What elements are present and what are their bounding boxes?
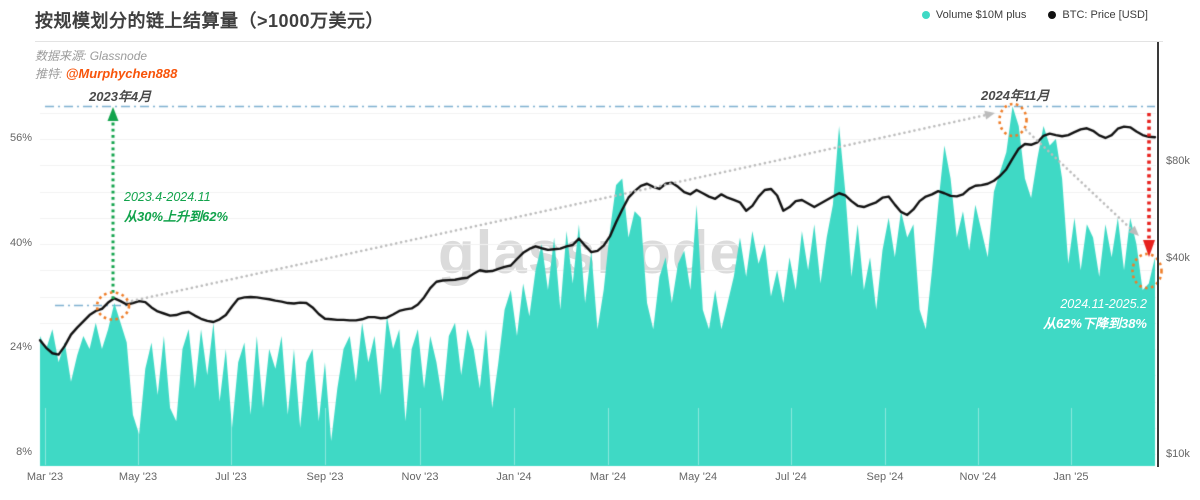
y-tick-label-right: $40k: [1166, 252, 1190, 264]
x-tick-label: Jan '25: [1053, 471, 1089, 483]
data-source-value: Glassnode: [89, 49, 148, 63]
y-tick-label-right: $80k: [1166, 155, 1190, 167]
x-tick-label: Nov '23: [401, 471, 439, 483]
x-tick-label: Mar '23: [26, 471, 64, 483]
twitter-label: 推特:: [35, 67, 63, 81]
annotation-fall-period: 2024.11-2025.2: [1060, 297, 1147, 311]
x-tick-label: Sep '24: [866, 471, 904, 483]
x-tick-label: Mar '24: [589, 471, 627, 483]
annotation-rise-period: 2023.4-2024.11: [124, 190, 211, 204]
annotation-rise-change: 从30%上升到62%: [124, 209, 229, 225]
x-tick-label: Sep '23: [306, 471, 344, 483]
right-axis-line: [1157, 41, 1159, 467]
x-tick-label: May '24: [678, 471, 718, 483]
page-title: 按规模划分的链上结算量（>1000万美元）: [35, 11, 385, 31]
legend: Volume $10M plus BTC: Price [USD]: [921, 9, 1148, 21]
x-tick-label: Jul '24: [775, 471, 807, 483]
annotation-april-2023: 2023年4月: [89, 89, 152, 104]
y-tick-label-left: 56%: [9, 132, 32, 144]
x-tick-label: Jan '24: [496, 471, 532, 483]
legend-btc-label: BTC: Price [USD]: [1062, 9, 1148, 21]
y-tick-label-left: 40%: [9, 237, 32, 249]
x-tick-label: Nov '24: [959, 471, 997, 483]
legend-volume-label: Volume $10M plus: [935, 9, 1027, 21]
btc-legend-dot-icon: [1048, 11, 1057, 19]
volume-legend-dot-icon: [921, 11, 930, 19]
annotation-november-2024: 2024年11月: [981, 88, 1050, 103]
y-tick-label-left: 24%: [9, 341, 32, 353]
annotation-rise: 2023.4-2024.11 从30%上升到62%: [124, 188, 228, 228]
header-divider: [35, 41, 1163, 42]
legend-item-btc-price[interactable]: BTC: Price [USD]: [1048, 9, 1148, 21]
twitter-line: 推特: @Murphychen888: [35, 65, 177, 82]
x-tick-label: Jul '23: [215, 471, 247, 483]
data-source-label: 数据来源:: [35, 49, 87, 63]
legend-item-volume[interactable]: Volume $10M plus: [921, 9, 1027, 21]
twitter-handle[interactable]: @Murphychen888: [65, 66, 178, 81]
y-tick-label-left: 8%: [16, 446, 32, 458]
annotation-fall-change: 从62%下降到38%: [1042, 315, 1147, 331]
data-source-line: 数据来源: Glassnode: [35, 47, 147, 64]
annotation-fall: 2024.11-2025.2 从62%下降到38%: [1000, 295, 1147, 333]
y-tick-label-right: $10k: [1166, 448, 1190, 460]
x-tick-label: May '23: [118, 471, 158, 483]
